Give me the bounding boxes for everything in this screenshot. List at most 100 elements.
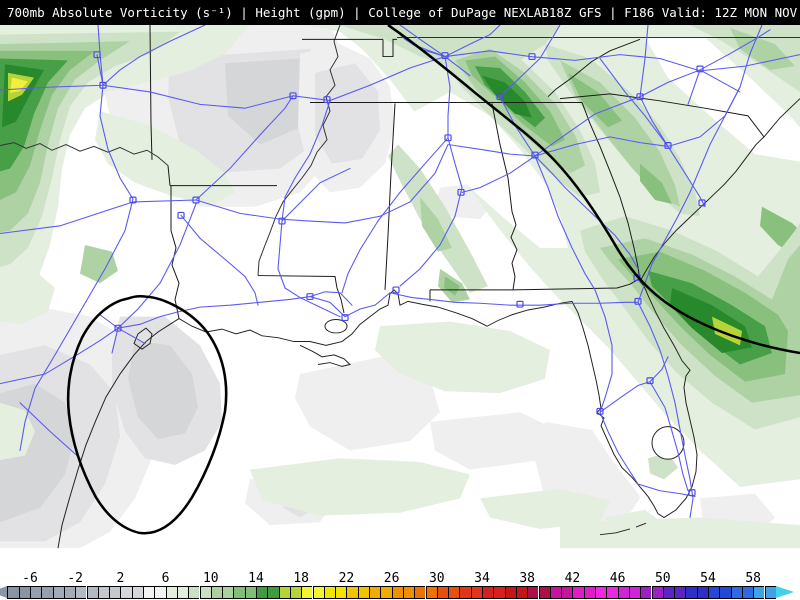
i-77 [639, 25, 669, 147]
colorbar-cell [538, 586, 550, 599]
florida-keys [599, 522, 647, 536]
city-marker-baton-rouge [306, 293, 314, 301]
colorbar-cell [289, 586, 302, 599]
i-30 [195, 95, 294, 201]
colorbar-cell [391, 586, 403, 599]
colorbar-cell [640, 586, 652, 599]
colorbar-cell [143, 586, 155, 599]
colorbar-cell [448, 586, 460, 599]
interstate-highways [0, 25, 800, 519]
colorbar-cell [357, 586, 369, 599]
colorbar-cell [335, 586, 347, 599]
colorbar-tick-label: -6 [22, 571, 38, 586]
colorbar-cell [154, 586, 166, 599]
colorbar-tick-label: 6 [161, 571, 170, 586]
colorbar-under-arrow [0, 586, 8, 598]
colorbar-cell [41, 586, 53, 599]
colorbar-tick-label: 38 [519, 571, 536, 586]
i-12 [309, 291, 353, 306]
colorbar-tick-label: 46 [609, 571, 626, 586]
colorbar-tick-label: 54 [700, 571, 716, 586]
us-49 [281, 167, 351, 222]
colorbar-tick-label: 34 [474, 571, 490, 586]
colorbar: -6 -2 2 6 10 14 18 22 26 30 34 38 42 46 50 54 58 [0, 571, 800, 600]
colorbar-cell [131, 586, 143, 599]
colorbar-tick-label: 26 [383, 571, 400, 586]
title-bar: 700mb Absolute Vorticity (s⁻¹) | Height … [0, 0, 800, 25]
lake-pontchartrain [324, 319, 348, 334]
raleigh-spurs [687, 69, 741, 105]
savannah-river-border [581, 102, 641, 282]
city-marker-birmingham [444, 134, 452, 142]
colorbar-cell [628, 586, 641, 599]
city-marker-chattanooga [496, 93, 504, 101]
colorbar-cell [18, 586, 30, 599]
i-35 [19, 25, 134, 452]
colorbar-cell [52, 586, 64, 599]
colorbar-cell [109, 586, 121, 599]
i-75 [499, 25, 696, 497]
colorbar-cell [380, 586, 392, 599]
colorbar-cell [165, 586, 177, 599]
city-marker-raleigh [696, 65, 704, 73]
colorbar-cell [741, 586, 754, 599]
colorbar-cell [414, 586, 426, 599]
i-49 [180, 214, 259, 306]
city-marker-jackson [278, 217, 286, 225]
height-contour-trough [387, 25, 800, 355]
city-marker-montgomery [457, 188, 465, 196]
colorbar-cell [120, 586, 132, 599]
i-85 [534, 29, 771, 157]
city-marker-nashville [441, 52, 449, 60]
colorbar-tick-label: -2 [67, 571, 84, 586]
colorbar-cell [63, 586, 76, 599]
i-65 [399, 25, 463, 287]
vorticity-shading [0, 25, 800, 549]
colorbar-tick-label: 42 [564, 571, 581, 586]
colorbar-cell [595, 586, 607, 599]
city-marker-memphis [323, 96, 331, 104]
colorbar-cell [210, 586, 223, 599]
i-85-south [461, 155, 536, 193]
city-marker-fort-worth [129, 196, 137, 204]
colorbar-cell [323, 586, 336, 599]
colorbar-cell [7, 586, 19, 599]
colorbar-cell [685, 586, 697, 599]
city-marker-little-rock [289, 92, 297, 100]
colorbar-cell [753, 586, 765, 599]
colorbar-cell [459, 586, 471, 599]
colorbar-labels: -6 -2 2 6 10 14 18 22 26 30 34 38 42 46 50 54 58 [0, 571, 800, 586]
colorbar-cell [764, 586, 776, 599]
colorbar-cell [515, 586, 528, 599]
i-40 [0, 50, 800, 109]
product-title: 700mb Absolute Vorticity (s⁻¹) | Height … [7, 5, 549, 20]
colorbar-cell [504, 586, 516, 599]
mississippi-river [257, 25, 341, 276]
colorbar-cell [651, 586, 663, 599]
colorbar-cell [402, 586, 415, 599]
colorbar-cell [278, 586, 290, 599]
city-marker-dallas [192, 196, 200, 204]
model-valid-time: 18Z GFS | F186 Valid: 12Z MON NOV 24 202… [548, 5, 800, 20]
height-contour-closed-low [66, 294, 228, 535]
colorbar-cell [572, 586, 584, 599]
colorbar-cell [583, 586, 595, 599]
red-river [0, 142, 169, 166]
city-marker-atlanta [531, 151, 539, 159]
colorbar-cell [244, 586, 256, 599]
colorbar-cell [606, 586, 618, 599]
colorbar-cell [188, 586, 200, 599]
i-44 [102, 25, 206, 86]
vorticity-map [0, 25, 800, 549]
city-marker-jacksonville [634, 297, 642, 305]
i-20 [0, 86, 741, 234]
colorbar-cell [674, 586, 686, 599]
colorbar-cell [482, 586, 494, 599]
lake-okeechobee [651, 426, 685, 460]
colorbar-cell [696, 586, 708, 599]
colorbar-cell [30, 586, 42, 599]
colorbar-cell [267, 586, 279, 599]
city-marker-oklahoma-city [99, 81, 107, 89]
colorbar-cell [719, 586, 731, 599]
